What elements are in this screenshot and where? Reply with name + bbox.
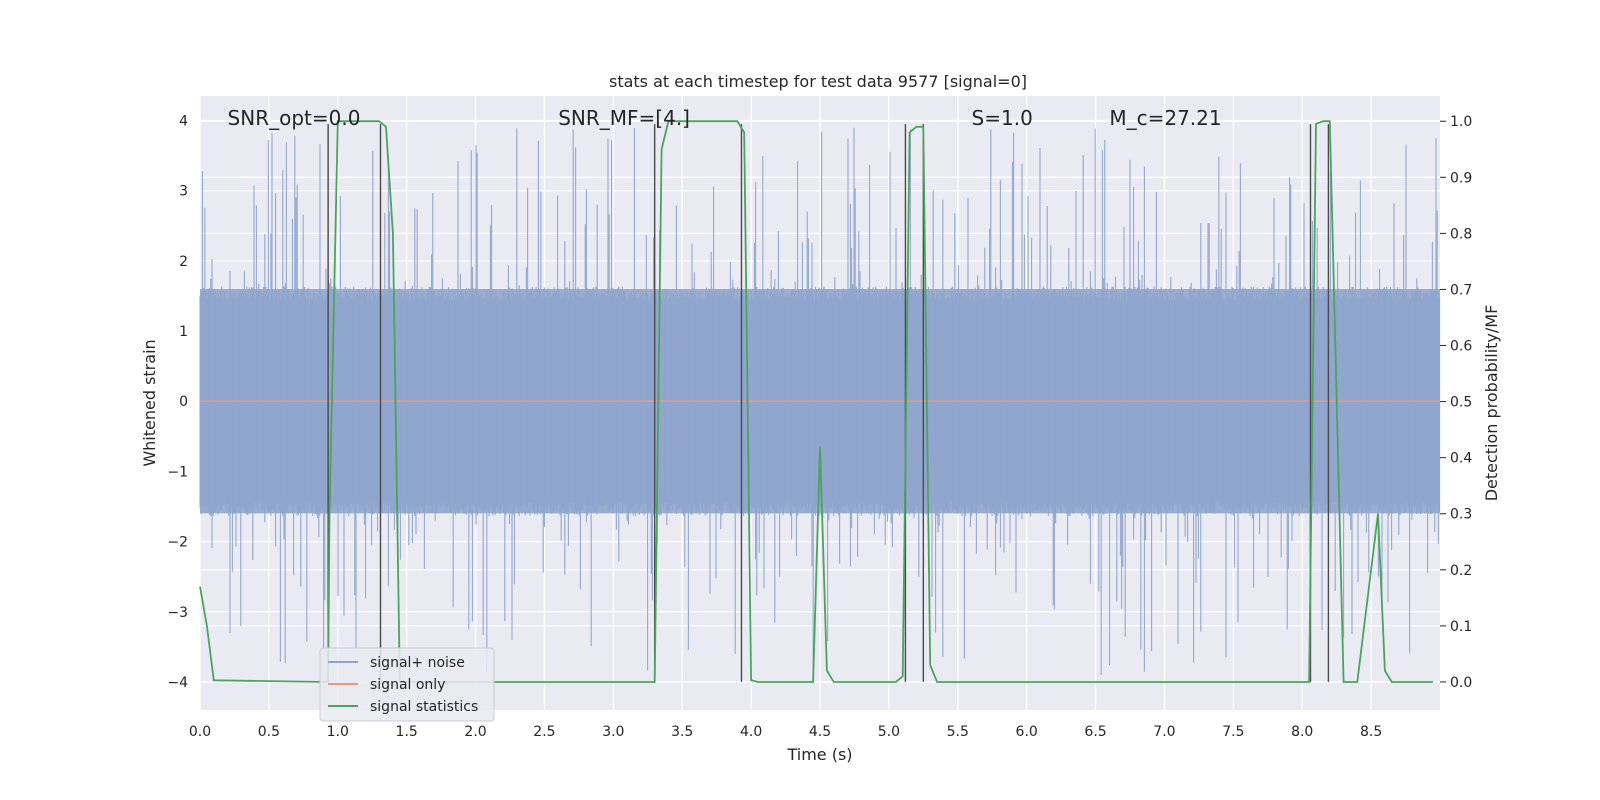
- y-right-tick-label: 0.9: [1450, 170, 1472, 186]
- y-axis-ticks: 4 3 2 1 0 −1 −2 −3 −4: [167, 114, 188, 691]
- y-right-axis-ticks: 1.0 0.9 0.8 0.7 0.6 0.5 0.4 0.3 0.2 0.1 0.0: [1440, 114, 1472, 691]
- y-tick-label: 4: [179, 114, 188, 130]
- signal-statistics-series: [199, 120, 1434, 683]
- y-right-tick-label: 0.4: [1450, 451, 1472, 467]
- annotation: M_c=27.21: [1109, 106, 1221, 130]
- legend-label-signal-only: signal only: [370, 677, 445, 693]
- y-right-tick-label: 1.0: [1450, 114, 1472, 130]
- y-right-tick-label: 0.6: [1450, 339, 1472, 355]
- x-tick-label: 5.0: [878, 724, 900, 740]
- x-tick-label: 3.0: [602, 724, 624, 740]
- y-tick-label: 2: [179, 254, 188, 270]
- y-right-tick-label: 0.7: [1450, 282, 1472, 298]
- x-tick-label: 6.0: [1016, 724, 1038, 740]
- y-right-tick-label: 0.2: [1450, 563, 1472, 579]
- annotation: SNR_MF=[4.]: [558, 106, 690, 130]
- x-tick-label: 2.5: [533, 724, 555, 740]
- y-tick-label: −4: [167, 675, 188, 691]
- legend-label-statistics: signal statistics: [370, 699, 478, 715]
- x-tick-label: 2.0: [464, 724, 486, 740]
- y-tick-label: −1: [167, 464, 188, 480]
- marker-lines: [327, 124, 1330, 682]
- x-tick-label: 7.0: [1153, 724, 1175, 740]
- y-right-tick-label: 0.3: [1450, 507, 1472, 523]
- x-tick-label: 0.0: [189, 724, 211, 740]
- chart-title: stats at each timestep for test data 957…: [609, 72, 1027, 91]
- x-tick-label: 0.5: [258, 724, 280, 740]
- x-tick-label: 8.0: [1291, 724, 1313, 740]
- y-tick-label: 3: [179, 184, 188, 200]
- y-right-tick-label: 0.5: [1450, 395, 1472, 411]
- x-axis-ticks: 0.0 0.5 1.0 1.5 2.0 2.5 3.0 3.5 4.0 4.5 5.0 5.5 6.0 6…: [189, 724, 1382, 740]
- x-tick-label: 4.5: [809, 724, 831, 740]
- y-right-axis-label: Detection probability/MF: [1482, 305, 1501, 502]
- annotation: SNR_opt=0.0: [228, 106, 361, 130]
- legend-label-noise: signal+ noise: [370, 655, 465, 671]
- x-tick-label: 3.5: [671, 724, 693, 740]
- x-tick-label: 6.5: [1084, 724, 1106, 740]
- x-tick-label: 4.0: [740, 724, 762, 740]
- legend: signal+ noise signal only signal statist…: [319, 647, 495, 722]
- y-right-tick-label: 0.0: [1450, 675, 1472, 691]
- y-right-tick-label: 0.8: [1450, 226, 1472, 242]
- x-tick-label: 7.5: [1222, 724, 1244, 740]
- y-tick-label: 1: [179, 324, 188, 340]
- x-tick-label: 5.5: [947, 724, 969, 740]
- x-tick-label: 1.5: [396, 724, 418, 740]
- y-axis-label: Whitened strain: [140, 339, 159, 466]
- y-right-tick-label: 0.1: [1450, 619, 1472, 635]
- annotations: SNR_opt=0.0 SNR_MF=[4.] S=1.0 M_c=27.21: [228, 106, 1222, 130]
- annotation: S=1.0: [972, 106, 1033, 130]
- y-tick-label: −2: [167, 535, 188, 551]
- x-tick-label: 8.5: [1360, 724, 1382, 740]
- legend-box: [319, 647, 495, 722]
- y-tick-label: −3: [167, 605, 188, 621]
- x-axis-label: Time (s): [786, 745, 852, 764]
- x-tick-label: 1.0: [327, 724, 349, 740]
- y-tick-label: 0: [179, 394, 188, 410]
